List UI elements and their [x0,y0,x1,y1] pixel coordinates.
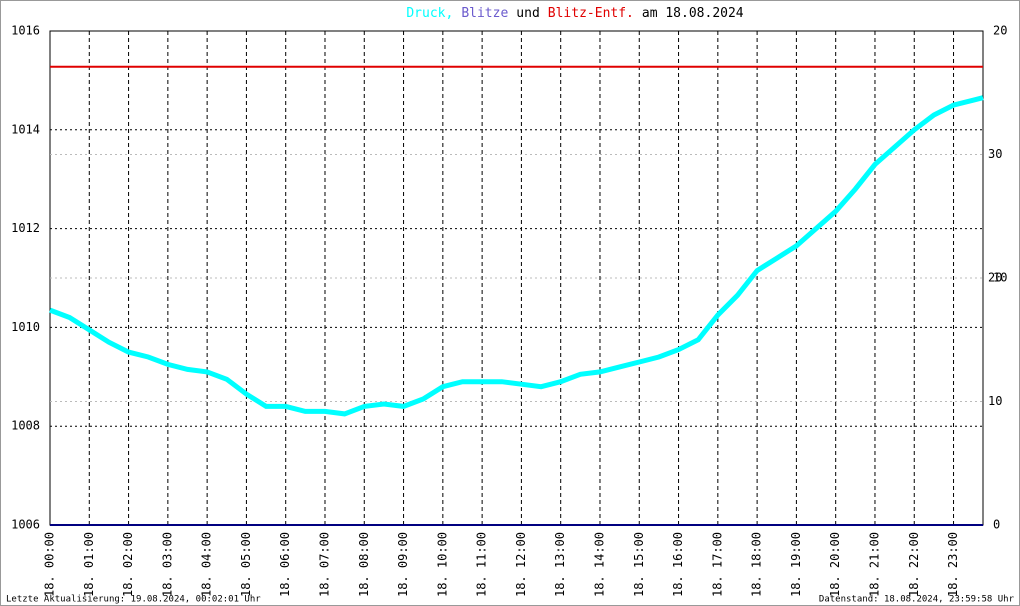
x-tick-label: 18. 09:00 [396,532,410,597]
y3-tick-label: 20 [988,271,1002,285]
title-part: Blitze [461,6,508,21]
x-tick-label: 18. 19:00 [789,532,803,597]
x-tick-label: 18. 00:00 [43,532,57,597]
x-tick-label: 18. 12:00 [514,532,528,597]
x-tick-label: 18. 10:00 [435,532,449,597]
title-part: Druck, [406,6,453,21]
x-tick-label: 18. 23:00 [946,532,960,597]
y-tick-label: 1008 [11,419,40,433]
line-series [49,95,984,417]
footer-left: Letzte Aktualisierung: 19.08.2024, 00:02… [6,595,261,605]
y-tick-label: 1014 [11,122,40,136]
chart-title: Druck, Blitze und Blitz-Entf. am 18.08.2024 [406,6,743,21]
y3-tick-label: 30 [988,147,1002,161]
y2-tick-label: 10 [993,271,1007,285]
x-tick-label: 18. 06:00 [278,532,292,597]
y-tick-label: 1012 [11,221,40,235]
x-tick-label: 18. 03:00 [160,532,174,597]
x-tick-label: 18. 18:00 [750,532,764,597]
y2-tick-label: 0 [993,518,1000,532]
x-tick-label: 18. 11:00 [475,532,489,597]
y-tick-label: 1010 [11,320,40,334]
x-tick-label: 18. 20:00 [828,532,842,597]
x-tick-label: 18. 14:00 [592,532,606,597]
x-tick-label: 18. 01:00 [82,532,96,597]
footer-right: Datenstand: 18.08.2024, 23:59:58 Uhr [819,595,1015,605]
y3-tick-label: 10 [988,394,1002,408]
x-tick-label: 18. 05:00 [239,532,253,597]
x-tick-label: 18. 17:00 [710,532,724,597]
title-part: und [516,6,539,21]
x-tick-label: 18. 02:00 [121,532,135,597]
x-tick-label: 18. 08:00 [357,532,371,597]
y2-tick-label: 20 [993,24,1007,38]
title-part: am 18.08.2024 [642,6,744,21]
x-tick-label: 18. 13:00 [553,532,567,597]
x-tick-label: 18. 22:00 [907,532,921,597]
x-tick-label: 18. 21:00 [867,532,881,597]
x-tick-label: 18. 15:00 [632,532,646,597]
title-part: Blitz-Entf. [548,6,634,21]
y-tick-label: 1016 [11,24,40,38]
x-tick-label: 18. 07:00 [317,532,331,597]
y-tick-label: 1006 [11,518,40,532]
x-tick-label: 18. 16:00 [671,532,685,597]
x-tick-label: 18. 04:00 [200,532,214,597]
